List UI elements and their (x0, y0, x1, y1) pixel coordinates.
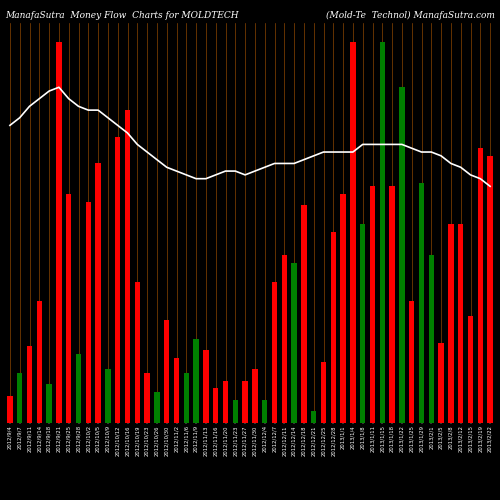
Bar (360, 224, 366, 422)
Bar (428, 255, 434, 422)
Bar (380, 42, 385, 422)
Bar (390, 186, 395, 422)
Bar (27, 346, 32, 422)
Text: ManafaSutra  Money Flow  Charts for MOLDTECH: ManafaSutra Money Flow Charts for MOLDTE… (5, 11, 238, 20)
Bar (262, 400, 268, 422)
Bar (252, 369, 258, 422)
Bar (213, 388, 218, 422)
Bar (301, 206, 306, 422)
Bar (76, 354, 81, 422)
Bar (7, 396, 12, 422)
Bar (242, 380, 248, 422)
Bar (86, 202, 91, 422)
Bar (154, 392, 160, 422)
Bar (419, 182, 424, 422)
Bar (438, 342, 444, 422)
Bar (282, 255, 287, 422)
Bar (96, 164, 101, 422)
Bar (448, 224, 454, 422)
Bar (115, 137, 120, 422)
Bar (203, 350, 208, 422)
Bar (468, 316, 473, 422)
Bar (36, 300, 42, 422)
Bar (292, 262, 297, 422)
Bar (370, 186, 375, 422)
Bar (125, 110, 130, 422)
Bar (144, 373, 150, 422)
Bar (321, 362, 326, 422)
Bar (105, 369, 110, 422)
Text: (Mold-Te  Technol) ManafaSutra.com: (Mold-Te Technol) ManafaSutra.com (326, 11, 495, 20)
Bar (478, 148, 483, 422)
Bar (56, 42, 62, 422)
Bar (174, 358, 179, 422)
Bar (330, 232, 336, 422)
Bar (488, 156, 493, 422)
Bar (458, 224, 464, 422)
Bar (164, 320, 170, 422)
Bar (17, 373, 22, 422)
Bar (223, 380, 228, 422)
Bar (350, 42, 356, 422)
Bar (194, 338, 199, 422)
Bar (311, 411, 316, 422)
Bar (409, 300, 414, 422)
Bar (272, 282, 277, 422)
Bar (134, 282, 140, 422)
Bar (184, 373, 189, 422)
Bar (66, 194, 71, 422)
Bar (399, 88, 404, 422)
Bar (232, 400, 238, 422)
Bar (340, 194, 346, 422)
Bar (46, 384, 52, 422)
